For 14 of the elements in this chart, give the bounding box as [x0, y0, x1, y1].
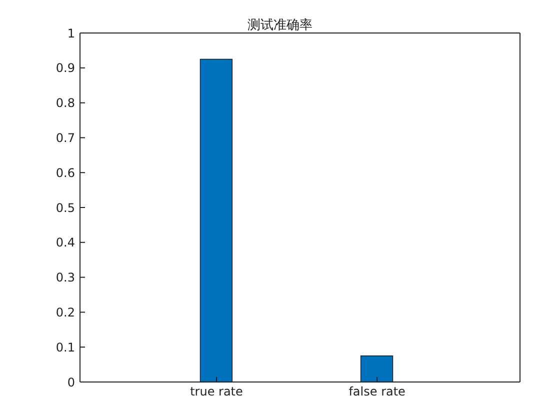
y-tick-label: 0.1: [56, 340, 75, 354]
x-tick-label: true rate: [190, 384, 243, 399]
y-tick-label: 0.6: [56, 166, 75, 180]
y-tick-label: 1: [67, 26, 75, 40]
y-tick-label: 0.3: [56, 270, 75, 285]
y-tick-label: 0.2: [56, 305, 75, 320]
y-tick-label: 0.7: [56, 130, 75, 145]
y-tick-label: 0.9: [56, 61, 75, 76]
y-tick-label: 0.5: [56, 200, 75, 215]
chart-title: 测试准确率: [248, 18, 312, 33]
x-tick-label: false rate: [348, 384, 406, 399]
y-tick-label: 0.4: [56, 236, 75, 250]
y-tick-label: 0.8: [56, 96, 75, 110]
y-tick-label: 0: [67, 375, 75, 390]
